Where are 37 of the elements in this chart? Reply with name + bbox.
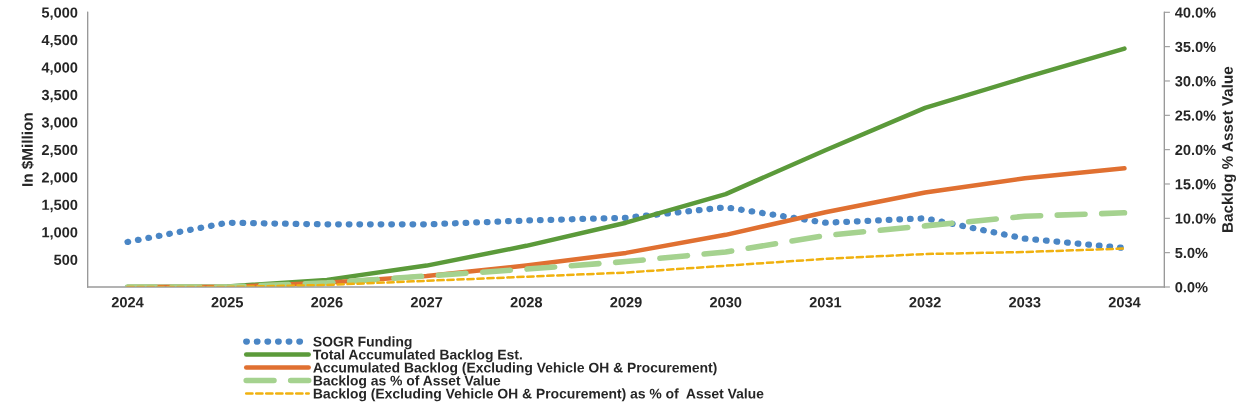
y2-axis-title: Backlog % Asset Value (1221, 66, 1236, 232)
y2-tick-label: 40.0% (1175, 7, 1216, 18)
y-axis-title: In $Million (21, 113, 34, 186)
x-tick-label: 2029 (610, 297, 642, 308)
y2-tick-label: 5.0% (1175, 247, 1208, 259)
y-tick-label: 1,500 (42, 199, 78, 213)
y-tick-label: 2,500 (41, 144, 78, 158)
y-tick-label: 500 (54, 254, 78, 265)
y-tick-label: 5,000 (41, 7, 78, 20)
x-tick-label: 2031 (809, 297, 842, 308)
y2-tick-label: 0.0% (1175, 282, 1208, 293)
y-tick-label: 1,000 (42, 227, 78, 240)
x-tick-label: 2028 (510, 297, 543, 308)
y2-tick-label: 15.0% (1175, 179, 1216, 190)
legend-label: Total Accumulated Backlog Est. (313, 349, 522, 363)
y-tick-label: 3,500 (41, 89, 78, 103)
x-tick-label: 2032 (909, 297, 941, 308)
x-tick-label: 2033 (1009, 297, 1041, 308)
y2-tick-label: 10.0% (1175, 213, 1216, 224)
x-tick-label: 2034 (1108, 297, 1141, 308)
y-tick-label: 4,500 (41, 34, 78, 48)
x-tick-label: 2024 (111, 297, 144, 308)
x-tick-label: 2025 (211, 297, 244, 308)
y-tick-label: 3,000 (41, 117, 78, 130)
y2-tick-label: 30.0% (1175, 76, 1216, 87)
legend-label: Accumulated Backlog (Excluding Vehicle OH & Procurement) (313, 362, 717, 376)
y-tick-label: 2,000 (41, 172, 78, 185)
x-tick-label: 2030 (709, 297, 742, 308)
y2-tick-label: 20.0% (1175, 144, 1216, 156)
legend-label: Backlog (Excluding Vehicle OH & Procurement) as % of Asset Value (313, 388, 764, 402)
legend-label: Backlog as % of Asset Value (313, 375, 501, 389)
x-tick-label: 2026 (311, 297, 343, 308)
y2-tick-label: 25.0% (1175, 110, 1216, 121)
y-tick-label: 4,000 (41, 62, 78, 75)
y2-tick-label: 35.0% (1175, 41, 1216, 53)
x-tick-label: 2027 (410, 297, 443, 308)
legend-label: SOGR Funding (313, 336, 412, 350)
